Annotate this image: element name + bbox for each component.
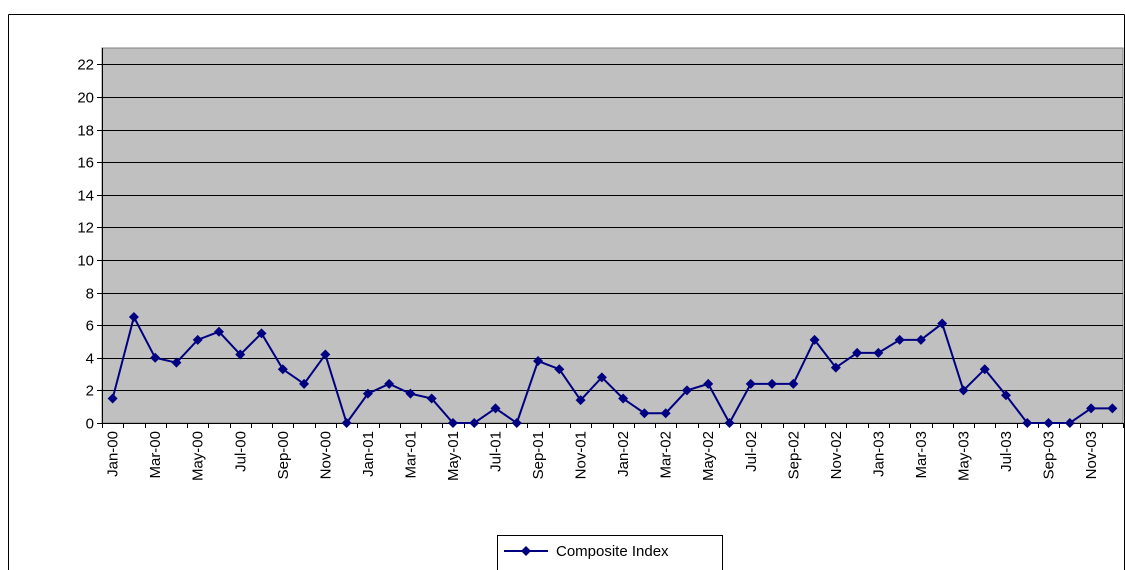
data-point (745, 378, 756, 389)
x-tick-label: Jul-03 (998, 431, 1015, 472)
data-point (639, 408, 650, 419)
legend-box (497, 535, 723, 570)
data-point (618, 393, 629, 404)
x-tick-label: Mar-01 (402, 431, 419, 479)
data-point (1064, 418, 1075, 428)
data-point (426, 393, 437, 404)
y-tick-label: 14 (77, 188, 94, 205)
legend: Composite Index (497, 535, 723, 570)
data-point (490, 403, 501, 414)
series-line (111, 314, 1113, 426)
data-point (341, 418, 352, 428)
x-tick-label: Mar-03 (913, 431, 930, 479)
x-tick-label: Jan-02 (615, 431, 632, 477)
data-point (362, 388, 373, 399)
y-tick-label: 16 (77, 155, 94, 172)
x-tick-label: Jul-00 (232, 431, 249, 472)
x-tick-label: May-03 (955, 431, 972, 481)
data-point (681, 385, 692, 396)
y-tick-label: 8 (86, 286, 94, 303)
data-point (235, 349, 246, 360)
y-tick-label: 0 (86, 416, 94, 433)
data-point (447, 418, 458, 428)
data-point (150, 352, 161, 363)
data-point (469, 418, 480, 428)
x-tick-label: May-01 (445, 431, 462, 481)
data-point (852, 347, 863, 358)
data-point (830, 362, 841, 373)
y-tick-label: 6 (86, 318, 94, 335)
data-point (384, 378, 395, 389)
data-point (703, 378, 714, 389)
x-tick-label: Jul-01 (488, 431, 505, 472)
data-point (554, 364, 565, 375)
data-point (937, 318, 948, 329)
data-point (171, 357, 182, 368)
data-point (192, 334, 203, 345)
data-point (1107, 403, 1118, 414)
data-point (533, 356, 544, 367)
y-tick-label: 2 (86, 383, 94, 400)
y-tick-label: 20 (77, 90, 94, 107)
y-tick-label: 4 (86, 351, 94, 368)
data-point (915, 334, 926, 345)
data-point (660, 408, 671, 419)
data-point (575, 395, 586, 406)
data-point (1022, 418, 1033, 428)
x-tick-label: Nov-01 (573, 431, 590, 479)
x-tick-label: Mar-00 (147, 431, 164, 479)
data-point (213, 326, 224, 337)
plot-area (101, 47, 1124, 424)
data-point (724, 418, 735, 428)
x-tick-label: May-02 (700, 431, 717, 481)
y-tick-label: 10 (77, 253, 94, 270)
y-tick-label: 12 (77, 220, 94, 237)
data-point (107, 393, 118, 404)
legend-marker (521, 546, 531, 556)
data-point (405, 388, 416, 399)
x-tick-label: Nov-03 (1083, 431, 1100, 479)
data-point (873, 347, 884, 358)
data-point (894, 334, 905, 345)
data-point (958, 385, 969, 396)
data-point (596, 372, 607, 383)
data-point (128, 312, 139, 323)
legend-label: Composite Index (556, 543, 669, 560)
x-tick-label: May-00 (190, 431, 207, 481)
data-point (1001, 390, 1012, 401)
data-point (788, 378, 799, 389)
x-tick-label: Nov-00 (317, 431, 334, 479)
data-point (1043, 418, 1054, 428)
x-tick-label: Sep-03 (1041, 431, 1058, 479)
data-point (256, 328, 267, 339)
data-point (979, 364, 990, 375)
x-tick-label: Jan-00 (105, 431, 122, 477)
y-tick-label: 18 (77, 123, 94, 140)
x-tick-label: Jul-02 (743, 431, 760, 472)
x-tick-label: Sep-00 (275, 431, 292, 479)
data-point (767, 378, 778, 389)
x-tick-label: Nov-02 (828, 431, 845, 479)
x-tick-label: Jan-03 (870, 431, 887, 477)
x-tick-label: Jan-01 (360, 431, 377, 477)
x-tick-label: Sep-02 (785, 431, 802, 479)
data-point (299, 378, 310, 389)
data-point (809, 334, 820, 345)
x-tick-label: Mar-02 (658, 431, 675, 479)
data-point (1086, 403, 1097, 414)
y-tick-label: 22 (77, 57, 94, 74)
data-point (320, 349, 331, 360)
x-tick-label: Sep-01 (530, 431, 547, 479)
data-point (511, 418, 522, 428)
data-point (277, 364, 288, 375)
